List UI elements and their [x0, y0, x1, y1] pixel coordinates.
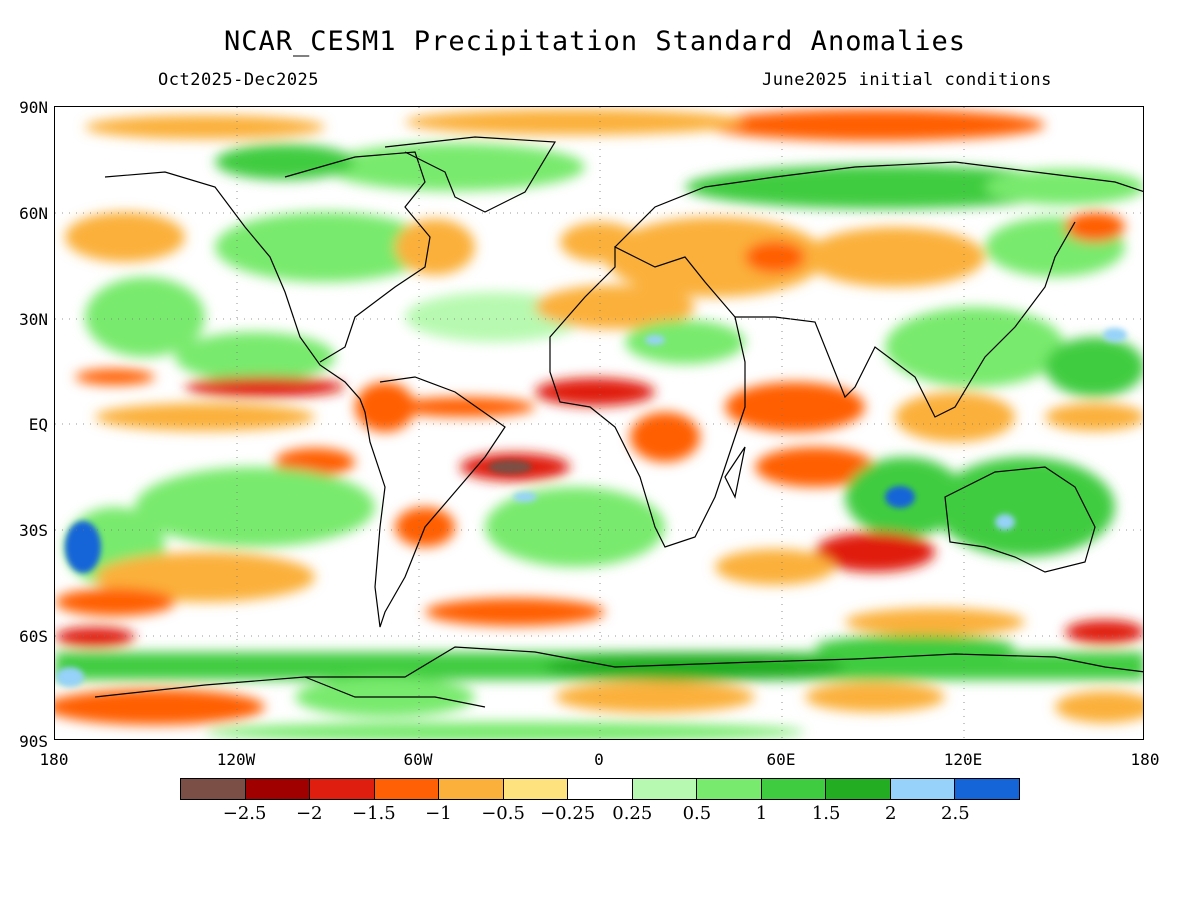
color-legend-label: −2.5: [222, 803, 267, 824]
lon-label-60e: 60E: [766, 750, 796, 769]
lon-label-120e: 120E: [943, 750, 983, 769]
color-legend-swatch: [503, 779, 569, 799]
color-legend-label: 0.25: [612, 803, 653, 824]
color-legend: [180, 778, 1020, 800]
color-legend-swatch: [697, 779, 762, 799]
lat-label-30n: 30N: [19, 310, 48, 329]
color-legend-label: −0.25: [540, 803, 596, 824]
lat-label-90n: 90N: [19, 98, 48, 117]
color-legend-label: 1: [755, 803, 768, 824]
lon-label-180e: 180: [1130, 750, 1160, 769]
color-legend-swatch: [181, 779, 246, 799]
color-legend-swatch: [826, 779, 891, 799]
anomaly-map: [54, 106, 1144, 740]
color-legend-label: −2: [295, 803, 323, 824]
anomaly-field: [55, 107, 1143, 739]
color-legend-swatch: [761, 779, 827, 799]
color-legend-swatch: [245, 779, 311, 799]
lat-label-30s: 30S: [19, 521, 48, 540]
lat-label-60n: 60N: [19, 204, 48, 223]
color-legend-label: −1.5: [351, 803, 396, 824]
initial-conditions: June2025 initial conditions: [762, 70, 1052, 90]
lon-label-120w: 120W: [216, 750, 256, 769]
color-legend-swatch: [632, 779, 698, 799]
color-legend-swatch: [310, 779, 375, 799]
forecast-period: Oct2025-Dec2025: [158, 70, 320, 90]
lat-label-eq: EQ: [28, 415, 48, 434]
map-title: NCAR_CESM1 Precipitation Standard Anomal…: [224, 26, 966, 57]
lon-label-0: 0: [594, 750, 604, 769]
lon-label-180w: 180: [39, 750, 69, 769]
lat-label-60s: 60S: [19, 627, 48, 646]
lon-label-60w: 60W: [403, 750, 433, 769]
color-legend-swatch: [890, 779, 956, 799]
color-legend-label: −0.5: [481, 803, 525, 824]
color-legend-label: 2.5: [941, 803, 970, 824]
color-legend-swatch: [955, 779, 1019, 799]
color-legend-label: 2: [885, 803, 897, 824]
color-legend-label: −1: [425, 803, 452, 824]
color-legend-swatch: [374, 779, 440, 799]
color-legend-swatch: [568, 779, 633, 799]
color-legend-label: 1.5: [811, 803, 841, 824]
color-legend-label: 0.5: [682, 803, 712, 824]
color-legend-swatch: [439, 779, 504, 799]
lat-label-90s: 90S: [19, 732, 48, 751]
